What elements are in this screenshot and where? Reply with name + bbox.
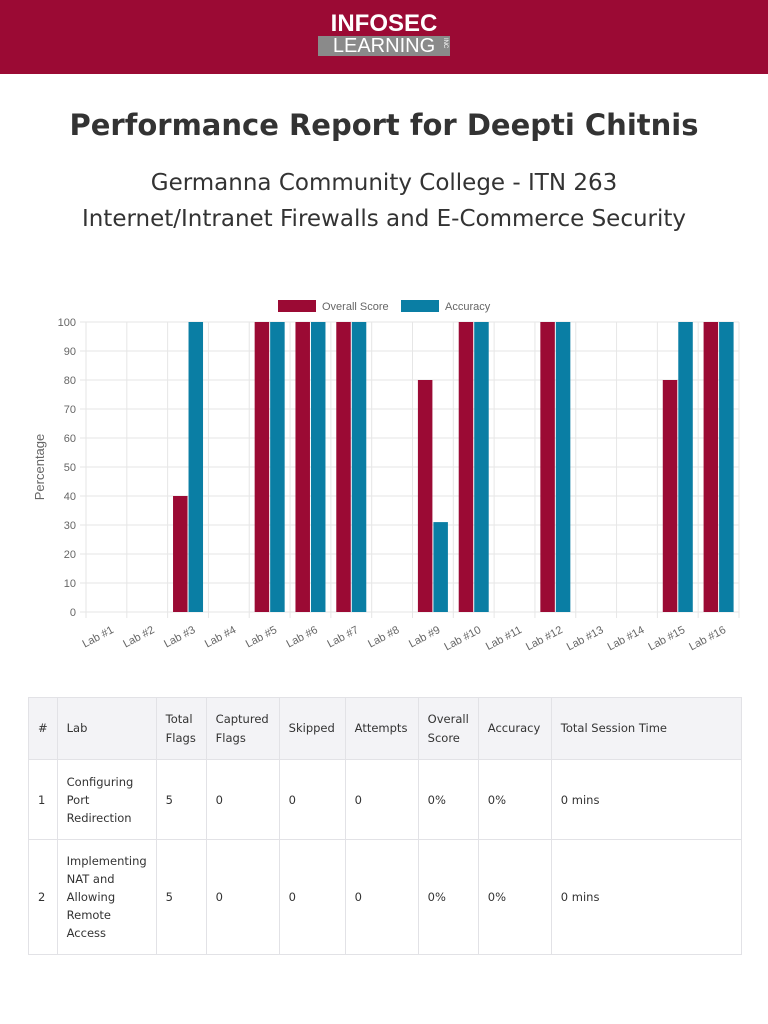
- bar-overall-score: [540, 322, 555, 612]
- cell-session-time: 0 mins: [550, 839, 743, 955]
- y-tick-label: 80: [64, 375, 76, 387]
- x-tick-label: Lab #10: [442, 624, 483, 653]
- report-title: Performance Report for Deepti Chitnis: [69, 108, 699, 142]
- x-tick-label: Lab #11: [484, 624, 524, 653]
- col-header-overall-score: Overall Score: [417, 697, 479, 760]
- bar-accuracy: [351, 322, 367, 612]
- x-tick-label: Lab #15: [646, 624, 687, 653]
- col-header-attempts: Attempts: [344, 697, 419, 760]
- bar-accuracy: [719, 322, 734, 612]
- cell-captured-flags: 0: [205, 759, 280, 840]
- col-header-captured-flags: Captured Flags: [205, 697, 280, 760]
- report-subtitle-course: Internet/Intranet Firewalls and E-Commer…: [81, 206, 687, 232]
- logo-top-text: INFOSEC: [330, 10, 438, 37]
- cell-session-time: 0 mins: [550, 759, 743, 840]
- y-tick-label: 50: [64, 462, 76, 474]
- x-tick-label: Lab #13: [565, 624, 606, 653]
- cell-total-flags: 5: [155, 839, 207, 955]
- y-tick-label: 0: [70, 607, 76, 619]
- x-tick-label: Lab #9: [407, 624, 442, 650]
- y-tick-label: 30: [64, 520, 76, 532]
- bar-accuracy: [474, 322, 489, 612]
- header-bar: INFOSEC LEARNING INC: [0, 0, 768, 74]
- bar-accuracy: [555, 322, 571, 612]
- y-tick-label: 40: [64, 491, 76, 503]
- bar-overall-score: [458, 322, 474, 612]
- report-subtitle-college: Germanna Community College - ITN 263: [150, 170, 618, 196]
- y-tick-label: 100: [58, 317, 76, 329]
- y-tick-label: 90: [64, 346, 76, 358]
- bar-overall-score: [173, 496, 188, 612]
- x-tick-label: Lab #6: [285, 624, 320, 650]
- bar-overall-score: [254, 322, 270, 612]
- cell-attempts: 0: [344, 839, 419, 955]
- col-header-total-flags: Total Flags: [155, 697, 207, 760]
- x-tick-label: Lab #16: [687, 624, 728, 653]
- cell-captured-flags: 0: [205, 839, 280, 955]
- col-header-skipped: Skipped: [278, 697, 346, 760]
- x-tick-label: Lab #12: [524, 624, 565, 653]
- y-tick-label: 10: [64, 578, 76, 590]
- legend-label-accuracy: Accuracy: [445, 301, 491, 313]
- cell-attempts: 0: [344, 759, 419, 840]
- col-header-accuracy: Accuracy: [477, 697, 552, 760]
- cell-number: 1: [28, 759, 58, 840]
- table-row: 1 Configuring Port Redirection 5 0 0 0 0…: [28, 759, 743, 840]
- x-tick-label: Lab #5: [244, 624, 279, 650]
- cell-accuracy: 0%: [477, 759, 552, 840]
- y-axis-title: Percentage: [32, 434, 47, 501]
- bar-overall-score: [417, 380, 433, 612]
- x-tick-label: Lab #1: [80, 624, 115, 650]
- y-tick-label: 70: [64, 404, 76, 416]
- x-tick-label: Lab #2: [121, 624, 156, 650]
- cell-number: 2: [28, 839, 58, 955]
- infosec-learning-logo: INFOSEC LEARNING INC: [318, 10, 450, 56]
- logo-inc-text: INC: [442, 38, 448, 49]
- bar-overall-score: [336, 322, 351, 612]
- bar-overall-score: [703, 322, 719, 612]
- legend-label-overall-score: Overall Score: [322, 301, 389, 313]
- bar-accuracy: [310, 322, 326, 612]
- bar-overall-score: [295, 322, 310, 612]
- bar-accuracy: [678, 322, 693, 612]
- x-tick-label: Lab #4: [203, 624, 238, 650]
- cell-overall-score: 0%: [417, 839, 479, 955]
- y-tick-label: 60: [64, 433, 76, 445]
- logo-bottom-text: LEARNING INC: [318, 36, 450, 56]
- cell-skipped: 0: [278, 839, 346, 955]
- logo-learning-text: LEARNING: [332, 35, 436, 57]
- table-header-row: # Lab Total Flags Captured Flags Skipped…: [28, 697, 743, 760]
- cell-skipped: 0: [278, 759, 346, 840]
- cell-overall-score: 0%: [417, 759, 479, 840]
- col-header-number: #: [28, 697, 58, 760]
- cell-lab: Configuring Port Redirection: [56, 759, 157, 840]
- cell-accuracy: 0%: [477, 839, 552, 955]
- legend-swatch-overall-score: [278, 300, 316, 312]
- bar-accuracy: [188, 322, 204, 612]
- bar-accuracy: [270, 322, 285, 612]
- x-tick-label: Lab #3: [162, 624, 197, 650]
- legend-swatch-accuracy: [401, 300, 439, 312]
- cell-lab: Implementing NAT and Allowing Remote Acc…: [56, 839, 157, 955]
- bar-overall-score: [662, 380, 678, 612]
- x-tick-label: Lab #8: [366, 624, 401, 650]
- x-tick-label: Lab #14: [606, 624, 647, 653]
- performance-bar-chart: 0 10 20 30 40 50 60 70 80 90 100 Lab #1 Lab #2 Lab #3…: [32, 300, 740, 653]
- bar-accuracy: [433, 522, 448, 612]
- y-tick-label: 20: [64, 549, 76, 561]
- table-row: 2 Implementing NAT and Allowing Remote A…: [28, 839, 743, 955]
- x-tick-label: Lab #7: [325, 624, 360, 650]
- col-header-lab: Lab: [56, 697, 157, 760]
- col-header-session-time: Total Session Time: [550, 697, 743, 760]
- cell-total-flags: 5: [155, 759, 207, 840]
- lab-results-table: # Lab Total Flags Captured Flags Skipped…: [28, 697, 743, 955]
